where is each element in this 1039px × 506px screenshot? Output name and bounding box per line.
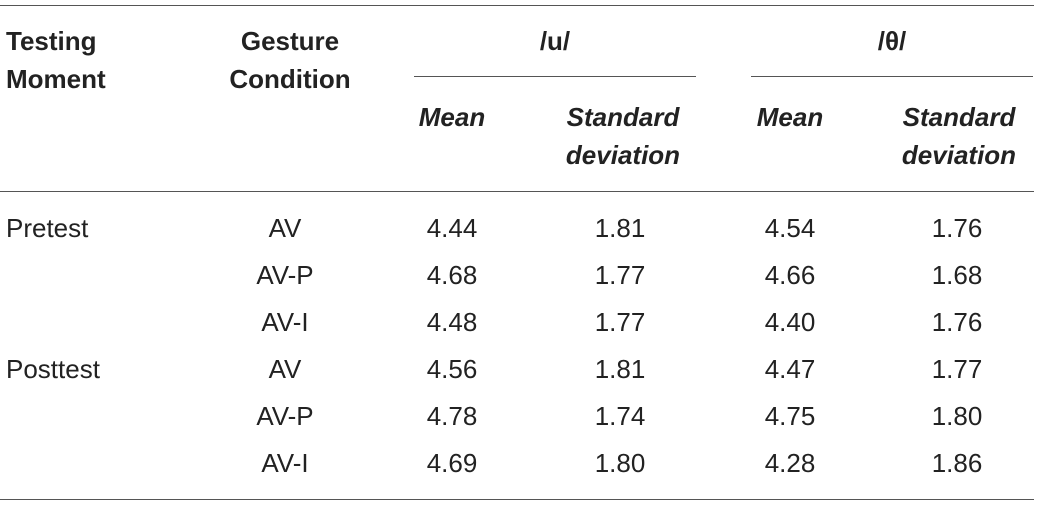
cell-gesture-condition: AV-I xyxy=(261,448,309,478)
table-row: AV-I 4.48 1.77 4.40 1.76 xyxy=(0,299,1039,346)
table-top-rule xyxy=(0,5,1034,6)
cell-testing-moment: Pretest xyxy=(6,213,89,243)
header-theta-standard-deviation: Standard deviation xyxy=(876,98,1039,174)
header-theta-sd-line1: Standard xyxy=(902,102,1016,132)
cell-u-mean: 4.48 xyxy=(426,307,478,337)
header-testing-moment-line1: Testing xyxy=(6,26,97,56)
cell-theta-sd: 1.77 xyxy=(931,354,983,384)
cell-testing-moment: Posttest xyxy=(6,354,100,384)
header-u-sd-line1: Standard xyxy=(566,102,680,132)
cell-u-mean: 4.44 xyxy=(426,213,478,243)
cell-gesture-condition: AV xyxy=(268,354,302,384)
cell-theta-mean: 4.40 xyxy=(764,307,816,337)
table-row: Posttest AV 4.56 1.81 4.47 1.77 xyxy=(0,346,1039,393)
cell-u-sd: 1.74 xyxy=(594,401,646,431)
header-u-standard-deviation: Standard deviation xyxy=(540,98,706,174)
table-row: AV-I 4.69 1.80 4.28 1.86 xyxy=(0,440,1039,487)
cell-theta-mean: 4.54 xyxy=(764,213,816,243)
group-theta-underline xyxy=(751,76,1033,77)
cell-u-sd: 1.80 xyxy=(594,448,646,478)
cell-gesture-condition: AV-P xyxy=(256,401,314,431)
table-bottom-rule xyxy=(0,499,1034,500)
header-theta-sd-line2: deviation xyxy=(901,140,1017,170)
cell-theta-sd: 1.76 xyxy=(931,213,983,243)
table-row: AV-P 4.78 1.74 4.75 1.80 xyxy=(0,393,1039,440)
cell-u-sd: 1.77 xyxy=(594,260,646,290)
cell-theta-sd: 1.68 xyxy=(931,260,983,290)
cell-u-mean: 4.69 xyxy=(426,448,478,478)
cell-theta-mean: 4.47 xyxy=(764,354,816,384)
header-group-u: /u/ xyxy=(539,26,571,56)
cell-theta-sd: 1.76 xyxy=(931,307,983,337)
cell-theta-mean: 4.66 xyxy=(764,260,816,290)
cell-gesture-condition: AV-P xyxy=(256,260,314,290)
cell-u-sd: 1.77 xyxy=(594,307,646,337)
header-theta-mean: Mean xyxy=(756,102,824,132)
cell-u-mean: 4.78 xyxy=(426,401,478,431)
header-u-mean: Mean xyxy=(418,102,486,132)
group-u-underline xyxy=(414,76,696,77)
header-gesture-condition: Gesture Condition xyxy=(205,22,375,98)
header-testing-moment-line2: Moment xyxy=(6,64,106,94)
cell-gesture-condition: AV xyxy=(268,213,302,243)
cell-u-mean: 4.68 xyxy=(426,260,478,290)
cell-u-sd: 1.81 xyxy=(594,213,646,243)
cell-theta-mean: 4.75 xyxy=(764,401,816,431)
cell-theta-sd: 1.80 xyxy=(931,401,983,431)
header-gesture-condition-line2: Condition xyxy=(229,64,351,94)
table-row: AV-P 4.68 1.77 4.66 1.68 xyxy=(0,252,1039,299)
table-row: Pretest AV 4.44 1.81 4.54 1.76 xyxy=(0,205,1039,252)
table-header-rule xyxy=(0,191,1034,192)
cell-theta-mean: 4.28 xyxy=(764,448,816,478)
header-group-theta: /θ/ xyxy=(877,26,907,56)
header-testing-moment: Testing Moment xyxy=(6,22,206,98)
header-gesture-condition-line1: Gesture xyxy=(240,26,340,56)
cell-u-mean: 4.56 xyxy=(426,354,478,384)
header-u-sd-line2: deviation xyxy=(565,140,681,170)
cell-theta-sd: 1.86 xyxy=(931,448,983,478)
cell-u-sd: 1.81 xyxy=(594,354,646,384)
cell-gesture-condition: AV-I xyxy=(261,307,309,337)
